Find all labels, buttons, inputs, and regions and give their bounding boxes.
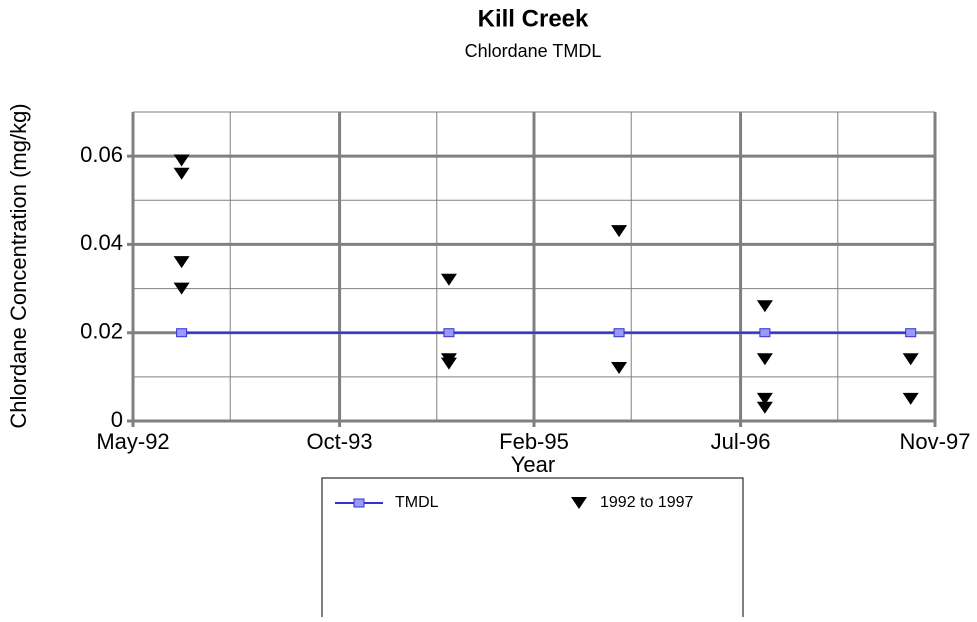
- x-tick-label: Nov-97: [900, 429, 971, 454]
- legend-marker: [353, 498, 365, 508]
- y-tick-label: 0: [111, 407, 123, 432]
- x-tick-label: May-92: [96, 429, 169, 454]
- legend-label: 1992 to 1997: [600, 494, 694, 511]
- legend-label: TMDL: [395, 494, 439, 511]
- x-tick-label: Oct-93: [307, 429, 373, 454]
- point: [613, 328, 625, 338]
- point: [902, 392, 919, 405]
- point: [611, 225, 628, 238]
- point: [611, 362, 628, 375]
- x-axis-label: Year: [511, 452, 555, 477]
- point: [756, 300, 773, 313]
- point: [759, 328, 771, 338]
- point: [440, 357, 457, 370]
- point: [173, 154, 190, 167]
- y-tick-label: 0.04: [80, 230, 123, 255]
- point: [173, 167, 190, 180]
- y-tick-label: 0.06: [80, 142, 123, 167]
- point: [440, 273, 457, 286]
- point: [902, 353, 919, 366]
- point: [756, 401, 773, 414]
- point: [176, 328, 188, 338]
- x-tick-label: Feb-95: [499, 429, 569, 454]
- x-tick-label: Jul-96: [711, 429, 771, 454]
- chart-title: Kill Creek: [478, 5, 589, 32]
- point: [173, 256, 190, 269]
- y-axis-label: Chlordane Concentration (mg/kg): [6, 103, 31, 428]
- legend-box: [321, 477, 744, 617]
- point: [443, 328, 455, 338]
- legend-marker: [571, 497, 587, 509]
- point: [905, 328, 917, 338]
- point: [756, 392, 773, 405]
- chart-subtitle: Chlordane TMDL: [465, 41, 602, 61]
- y-tick-label: 0.02: [80, 319, 123, 344]
- point: [756, 353, 773, 366]
- point: [173, 282, 190, 295]
